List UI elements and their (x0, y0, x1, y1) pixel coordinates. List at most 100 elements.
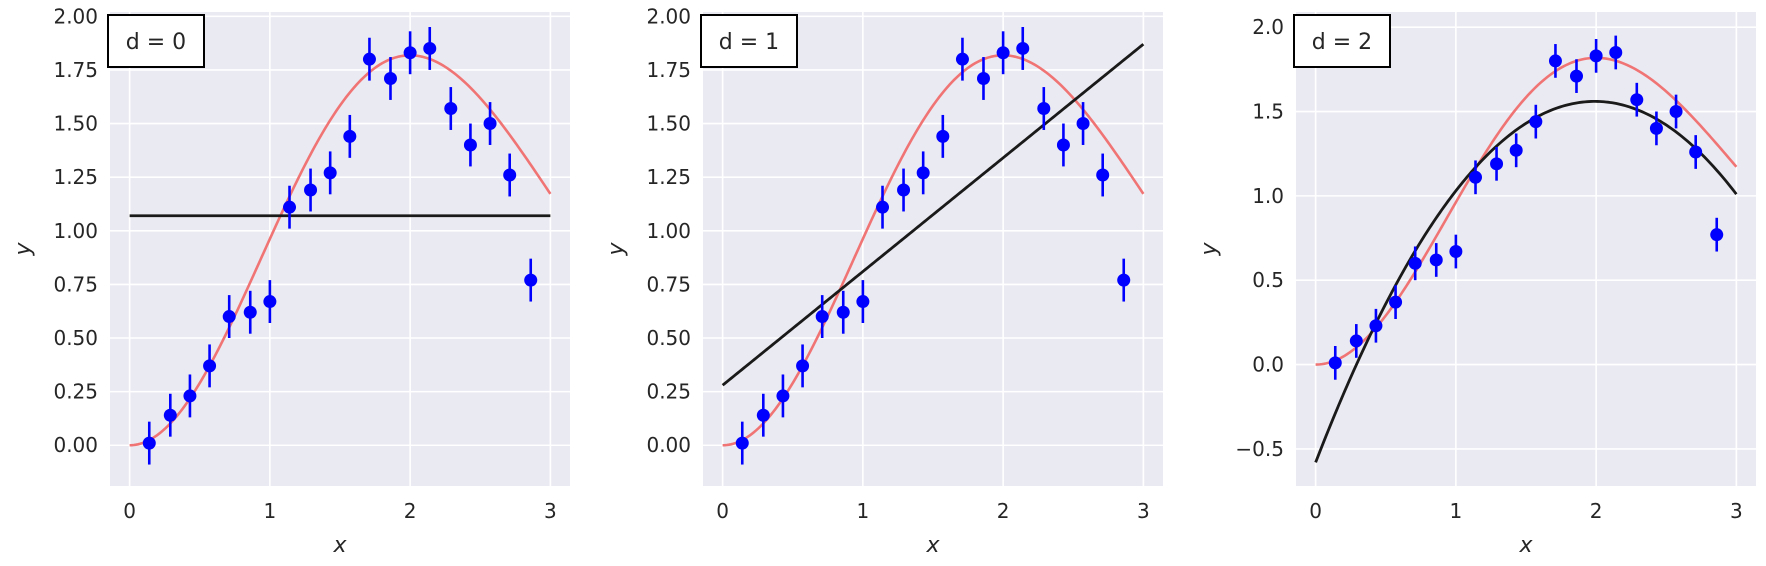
data-point (1328, 356, 1342, 370)
data-point (836, 305, 850, 319)
data-point (756, 408, 770, 422)
data-point (996, 46, 1010, 60)
data-point (503, 168, 517, 182)
data-point (1689, 145, 1703, 159)
legend-box (1293, 14, 1391, 68)
data-point (936, 129, 950, 143)
y-tick-label: 1.00 (646, 219, 691, 243)
y-tick-label: 0.25 (53, 380, 98, 404)
legend-label: d = 0 (126, 30, 186, 55)
data-point (383, 71, 397, 85)
data-point (222, 310, 236, 324)
plot-area (1296, 12, 1756, 486)
y-tick-label: 2.00 (646, 4, 691, 28)
data-point (1016, 41, 1030, 55)
data-point (1609, 45, 1623, 59)
data-point (856, 295, 870, 309)
y-tick-label: 0.25 (646, 380, 691, 404)
y-tick-label: 2.0 (1252, 15, 1284, 39)
data-point (483, 117, 497, 131)
x-tick-label: 3 (1730, 499, 1743, 523)
x-tick-label: 0 (123, 499, 136, 523)
x-tick-label: 3 (1137, 499, 1150, 523)
data-point (1408, 256, 1422, 270)
x-tick-label: 1 (1450, 499, 1463, 523)
x-axis-label: x (925, 533, 940, 558)
data-point (976, 71, 990, 85)
legend-box (700, 14, 798, 68)
data-point (815, 310, 829, 324)
plot-marks (721, 27, 1145, 465)
data-point (343, 129, 357, 143)
plot-area (110, 12, 570, 486)
chart-panel-1: 0.00 0.25 0.50 0.75 1.00 1.25 1.50 1.75 2.00 0 1 2 3… (604, 4, 1163, 558)
y-tick-label: 0.75 (53, 272, 98, 296)
data-point (524, 273, 538, 287)
chart-panel-0: 0.00 0.25 0.50 0.75 1.00 1.25 1.50 1.75 2.00 0 1 2 3… (11, 4, 570, 558)
y-tick-label: 1.00 (53, 219, 98, 243)
data-point (1449, 245, 1463, 259)
data-point (1096, 168, 1110, 182)
x-tick-label: 2 (997, 499, 1010, 523)
data-point (444, 102, 458, 116)
y-tick-label: 0.50 (53, 326, 98, 350)
data-point (1529, 115, 1543, 129)
data-point (183, 389, 197, 403)
x-tick-label: 0 (1309, 499, 1322, 523)
y-tick-label: 1.25 (53, 165, 98, 189)
data-point (304, 183, 318, 197)
legend: d = 1 (700, 14, 798, 68)
legend-box (107, 14, 205, 68)
data-point (1469, 170, 1483, 184)
data-point (1037, 102, 1051, 116)
data-point (243, 305, 257, 319)
x-tick-label: 1 (857, 499, 870, 523)
data-point (1349, 334, 1363, 348)
data-point (796, 359, 810, 373)
data-point (1509, 143, 1523, 157)
true-curve (1315, 56, 1738, 366)
data-point (1429, 253, 1443, 267)
data-point (1369, 319, 1383, 333)
data-point (776, 389, 790, 403)
y-tick-label: 1.50 (53, 112, 98, 136)
y-tick-label: 0.0 (1252, 353, 1284, 377)
data-point (1076, 117, 1090, 131)
data-point (283, 200, 297, 214)
y-tick-label: 1.5 (1252, 100, 1284, 124)
y-tick-label: 1.75 (646, 58, 691, 82)
data-point (955, 52, 969, 66)
data-point (1710, 228, 1724, 242)
x-axis-label: x (332, 533, 347, 558)
y-tick-label: 0.5 (1252, 268, 1284, 292)
plot-marks (129, 27, 552, 465)
fit-line (1314, 100, 1738, 463)
x-tick-label: 2 (404, 499, 417, 523)
data-point (423, 41, 437, 55)
data-point (463, 138, 477, 152)
data-point (142, 436, 156, 450)
chart-panel-2: −0.5 0.0 0.5 1.0 1.5 2.0 0 1 2 3 x y d = 2 (1197, 12, 1756, 558)
y-axis-label: y (11, 242, 36, 257)
data-point (323, 166, 337, 180)
y-tick-label: 0.50 (646, 326, 691, 350)
x-tick-label: 3 (544, 499, 557, 523)
x-tick-label: 0 (716, 499, 729, 523)
data-point (1669, 105, 1683, 119)
y-axis-label: y (604, 242, 629, 257)
data-point (1569, 69, 1583, 83)
data-point (163, 408, 177, 422)
data-point (403, 46, 417, 60)
data-point (1630, 93, 1644, 107)
y-tick-label: 0.75 (646, 272, 691, 296)
y-tick-label: 1.0 (1252, 184, 1284, 208)
data-point (916, 166, 930, 180)
y-axis-label: y (1197, 242, 1222, 257)
legend-label: d = 2 (1312, 30, 1372, 55)
data-point (897, 183, 911, 197)
y-tick-label: 1.75 (53, 58, 98, 82)
x-axis-label: x (1518, 533, 1533, 558)
data-point (1548, 54, 1562, 68)
y-tick-label: 1.50 (646, 112, 691, 136)
